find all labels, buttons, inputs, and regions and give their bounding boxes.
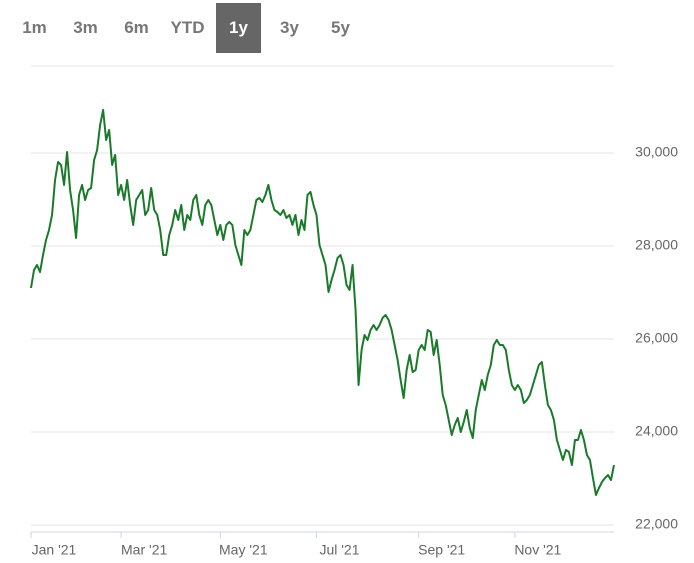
x-tick-label: Sep '21 bbox=[418, 542, 465, 558]
period-button[interactable]: 5y bbox=[331, 18, 350, 37]
x-tick-label: May '21 bbox=[219, 542, 268, 558]
period-button[interactable]: 6m bbox=[124, 18, 149, 37]
y-tick-label: 26,000 bbox=[635, 330, 678, 346]
x-tick-label: Nov '21 bbox=[514, 542, 561, 558]
period-buttons: 1m 3m 6m YTD 1y 3y 5y bbox=[12, 3, 363, 53]
period-button[interactable]: 3m bbox=[73, 18, 98, 37]
period-button[interactable]: 3y bbox=[280, 18, 299, 37]
x-tick-label: Mar '21 bbox=[121, 542, 167, 558]
x-tick-label: Jan '21 bbox=[32, 542, 77, 558]
y-tick-label: 30,000 bbox=[635, 144, 678, 160]
x-tick-label: Jul '21 bbox=[319, 542, 359, 558]
y-tick-label: 28,000 bbox=[635, 237, 678, 253]
period-button[interactable]: 1y bbox=[216, 3, 261, 53]
y-tick-label: 22,000 bbox=[635, 516, 678, 532]
y-tick-label: 24,000 bbox=[635, 423, 678, 439]
period-button[interactable]: YTD bbox=[170, 18, 205, 37]
price-line bbox=[30, 108, 615, 497]
period-button[interactable]: 1m bbox=[22, 18, 47, 37]
